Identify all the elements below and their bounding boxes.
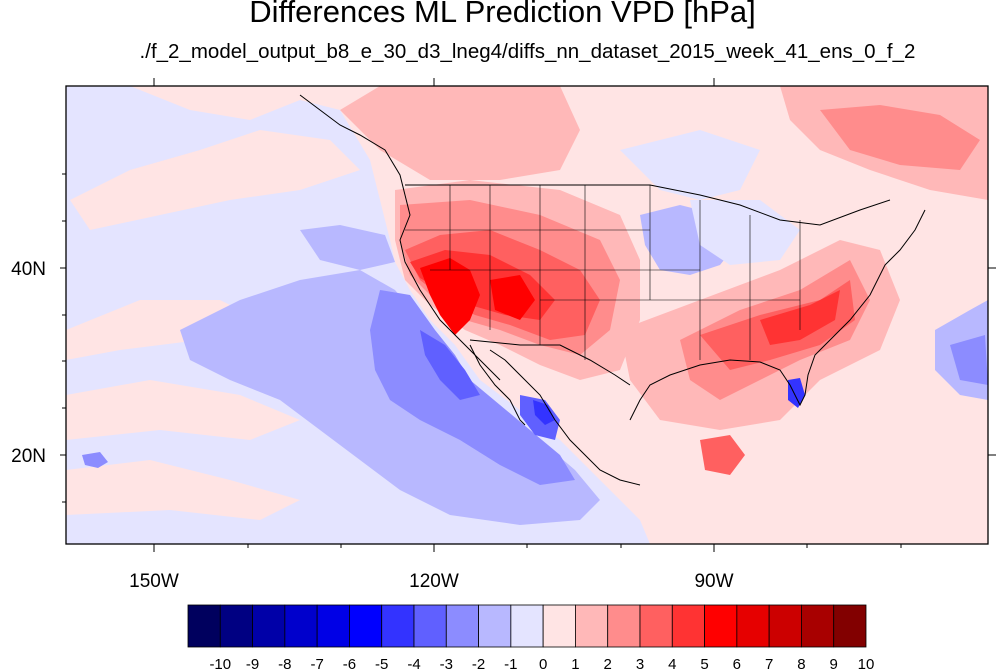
colorbar-swatch bbox=[187, 604, 221, 648]
colorbar-swatch bbox=[607, 604, 641, 648]
colorbar-label: 3 bbox=[636, 656, 644, 672]
colorbar-label: 9 bbox=[830, 656, 838, 672]
colorbar-swatch bbox=[413, 604, 447, 648]
field-mid-red-northeast bbox=[820, 105, 980, 170]
lon-label-150w: 150W bbox=[129, 571, 179, 592]
colorbar-label: 1 bbox=[571, 656, 579, 672]
colorbar-swatch bbox=[316, 604, 350, 648]
colorbar-label: 7 bbox=[765, 656, 773, 672]
colorbar-label: 0 bbox=[539, 656, 547, 672]
coastline-gulf bbox=[629, 209, 926, 421]
colorbar-swatch bbox=[704, 604, 738, 648]
state-lines bbox=[405, 185, 801, 360]
field-pale-blue-east bbox=[690, 200, 800, 265]
coastline-baja bbox=[469, 344, 641, 486]
colorbar-label: 2 bbox=[604, 656, 612, 672]
colorbar-swatch bbox=[445, 604, 479, 648]
lat-label-20n: 20N bbox=[11, 446, 46, 467]
colorbar-label: -7 bbox=[310, 656, 323, 672]
colorbar-swatch bbox=[284, 604, 318, 648]
colorbar-label: -1 bbox=[504, 656, 517, 672]
colorbar-label: -6 bbox=[343, 656, 356, 672]
colorbar-swatch bbox=[736, 604, 770, 648]
colorbar-label: -10 bbox=[209, 656, 231, 672]
colorbar: -10 -9 -8 -7 -6 -5 -4 -3 -2 -1 0 1 2 3 4 5 6 7 8 9 10 bbox=[187, 604, 875, 672]
colorbar-label: 6 bbox=[733, 656, 741, 672]
field-light-red-north bbox=[340, 86, 580, 180]
field-blue-baja bbox=[420, 330, 480, 400]
colorbar-swatch bbox=[542, 604, 576, 648]
colorbar-swatch bbox=[801, 604, 835, 648]
map-subtitle: ./f_2_model_output_b8_e_30_d3_lneg4/diff… bbox=[139, 40, 916, 63]
field-red-gulf bbox=[700, 435, 745, 475]
colorbar-swatch bbox=[639, 604, 673, 648]
colorbar-label: 5 bbox=[700, 656, 708, 672]
colorbar-label: 10 bbox=[858, 656, 875, 672]
field-bright-red-california bbox=[420, 258, 480, 335]
border-us-canada bbox=[405, 184, 891, 226]
colorbar-label: 4 bbox=[668, 656, 676, 672]
field-pale-blue-canada bbox=[620, 130, 760, 200]
colorbar-swatch bbox=[575, 604, 609, 648]
field-pink-band-north-pacific bbox=[70, 130, 360, 230]
lat-label-40n: 40N bbox=[11, 259, 46, 280]
field-pink-band-south-pacific-2 bbox=[66, 460, 300, 520]
colorbar-label: -9 bbox=[246, 656, 259, 672]
field-strong-blue-florida bbox=[788, 378, 805, 408]
colorbar-swatch bbox=[349, 604, 383, 648]
colorbar-swatch bbox=[478, 604, 512, 648]
colorbar-label: -4 bbox=[407, 656, 420, 672]
coastline-pacific bbox=[299, 94, 501, 381]
colorbar-label: -8 bbox=[278, 656, 291, 672]
field-bright-red-utah bbox=[490, 275, 535, 320]
lon-label-120w: 120W bbox=[409, 571, 459, 592]
coastlines-and-borders bbox=[299, 94, 926, 486]
field-strong-blue-gulf-ca bbox=[533, 400, 555, 425]
colorbar-label: -5 bbox=[375, 656, 388, 672]
colorbar-label: -3 bbox=[440, 656, 453, 672]
colorbar-swatch bbox=[510, 604, 544, 648]
colorbar-swatch bbox=[671, 604, 705, 648]
field-mid-blue-atlantic bbox=[950, 335, 988, 385]
field-pink-band-south-pacific bbox=[66, 380, 300, 440]
field-light-blue-pacific-west bbox=[300, 225, 395, 270]
border-us-mexico bbox=[469, 339, 631, 386]
colorbar-swatch bbox=[219, 604, 253, 648]
lon-label-90w: 90W bbox=[694, 571, 733, 592]
map-title: Differences ML Prediction VPD [hPa] bbox=[249, 0, 756, 29]
colorbar-swatch bbox=[381, 604, 415, 648]
tick-marks bbox=[60, 78, 996, 552]
colorbar-label: -2 bbox=[472, 656, 485, 672]
colorbar-swatch bbox=[252, 604, 286, 648]
vpd-difference-field bbox=[66, 86, 988, 544]
colorbar-swatch bbox=[833, 604, 867, 648]
colorbar-swatch bbox=[768, 604, 802, 648]
field-blue-hawaii bbox=[82, 452, 108, 468]
colorbar-label: 8 bbox=[797, 656, 805, 672]
